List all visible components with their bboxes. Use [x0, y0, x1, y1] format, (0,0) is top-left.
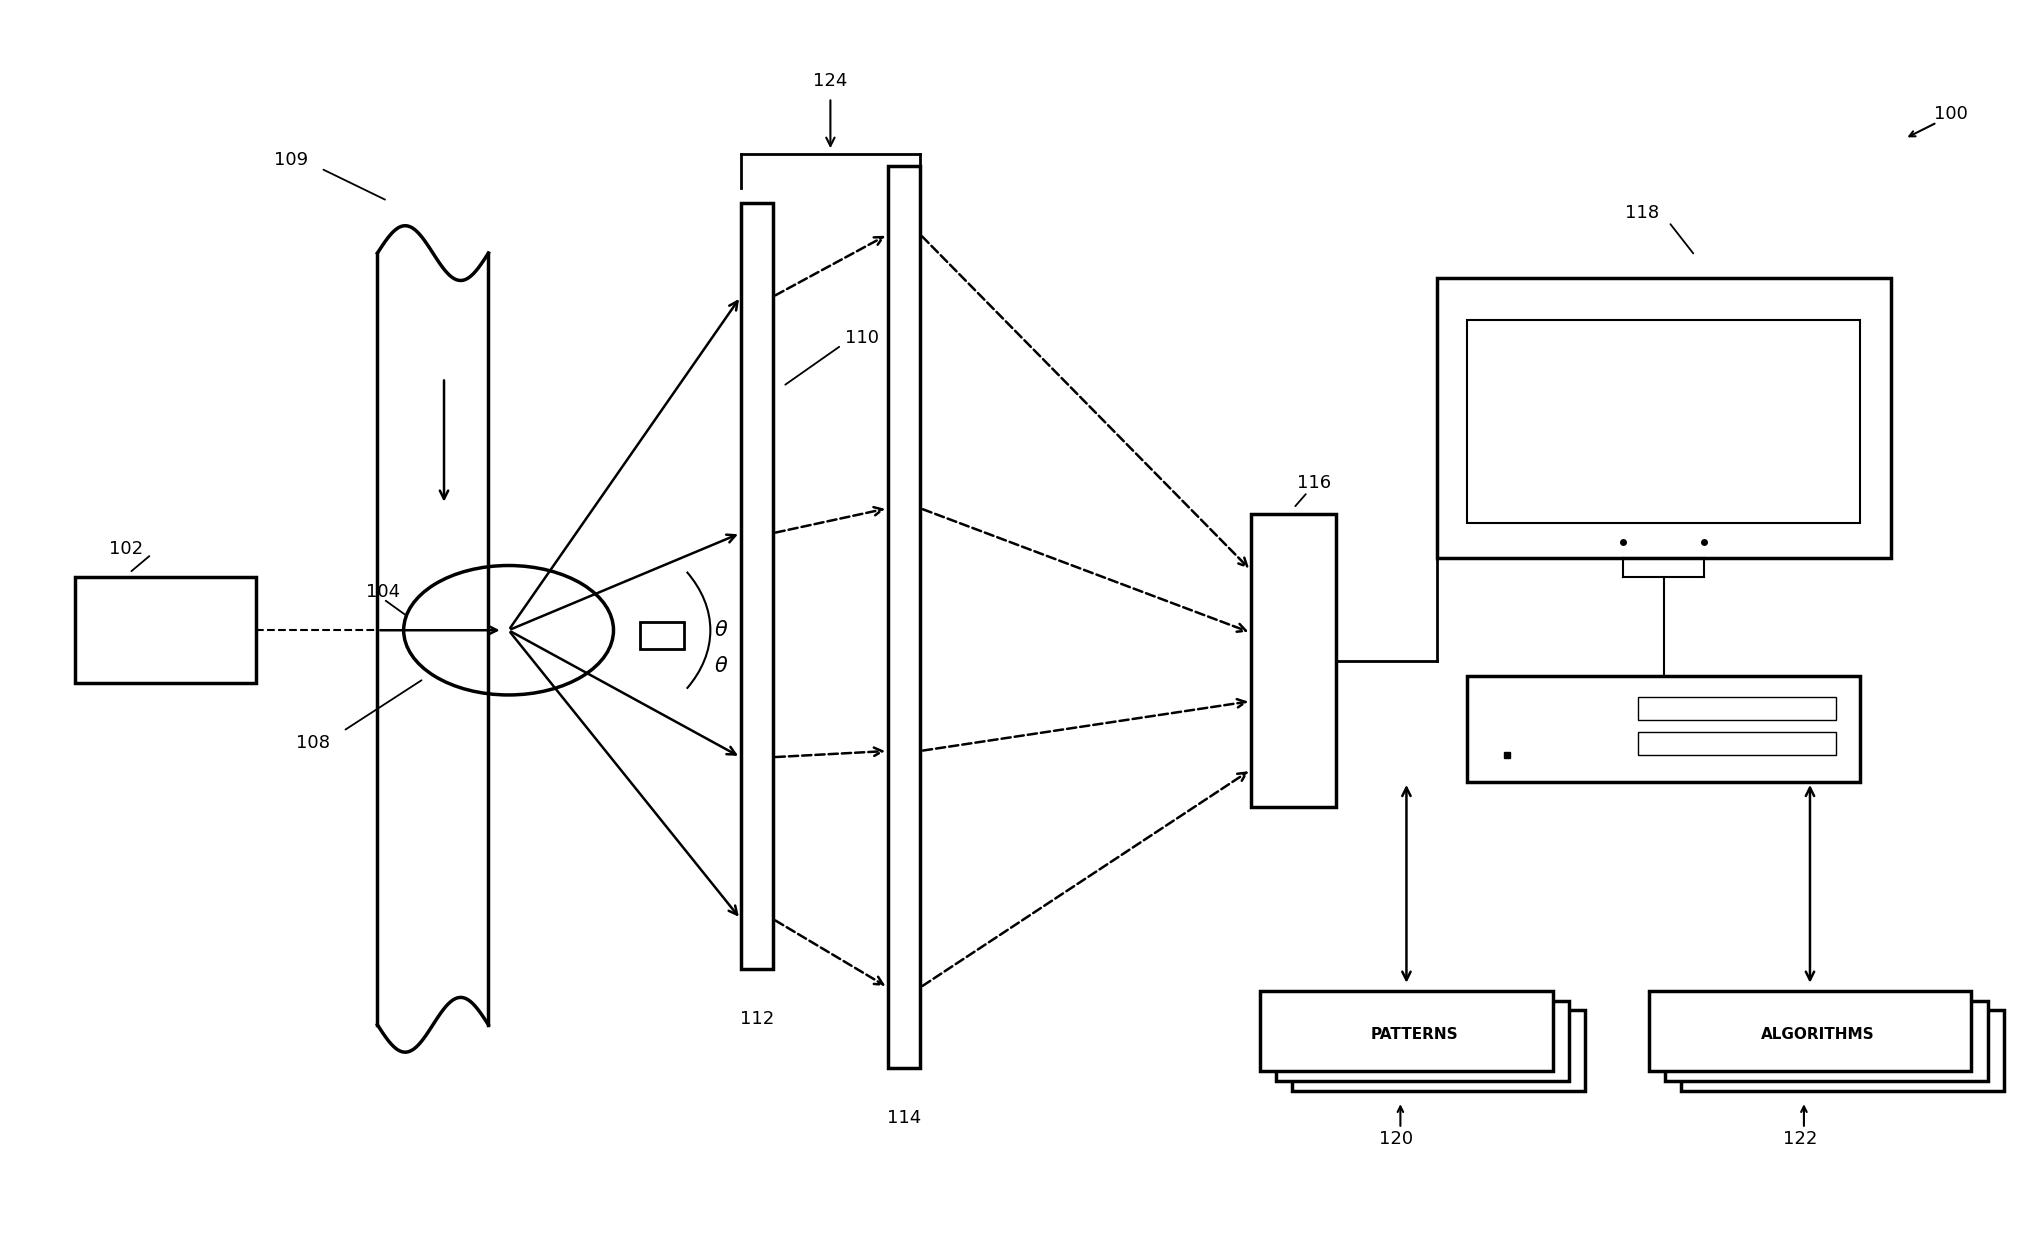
Bar [75, 576, 257, 683]
Bar [1649, 991, 1971, 1071]
Bar [1639, 698, 1836, 720]
Bar [1665, 1001, 1988, 1081]
Bar [1467, 677, 1860, 782]
Bar [1293, 1010, 1584, 1091]
Bar [1639, 732, 1836, 754]
Text: 109: 109 [274, 150, 308, 169]
Text: ALGORITHMS: ALGORITHMS [1761, 1027, 1874, 1042]
Text: 124: 124 [812, 73, 847, 90]
Bar [1682, 1010, 2004, 1091]
Text: 116: 116 [1297, 475, 1331, 492]
Text: 114: 114 [887, 1109, 922, 1128]
Bar [1252, 515, 1335, 807]
Bar [640, 621, 685, 649]
Text: $\theta$: $\theta$ [715, 657, 729, 677]
Bar [1260, 991, 1552, 1071]
Text: 110: 110 [845, 328, 879, 347]
Text: PATTERNS: PATTERNS [1372, 1027, 1459, 1042]
Bar [1276, 1001, 1568, 1081]
Text: 104: 104 [367, 583, 401, 600]
Bar [1436, 278, 1890, 558]
Text: 122: 122 [1783, 1130, 1817, 1148]
Text: 108: 108 [296, 734, 330, 753]
Bar [887, 165, 920, 1069]
Bar [742, 203, 772, 969]
Text: 100: 100 [1935, 105, 1967, 123]
Text: $\theta$: $\theta$ [715, 620, 729, 640]
Text: 102: 102 [109, 540, 144, 559]
Text: 118: 118 [1625, 204, 1659, 222]
Bar [1467, 321, 1860, 524]
Text: 120: 120 [1380, 1130, 1414, 1148]
Text: 112: 112 [739, 1010, 774, 1027]
